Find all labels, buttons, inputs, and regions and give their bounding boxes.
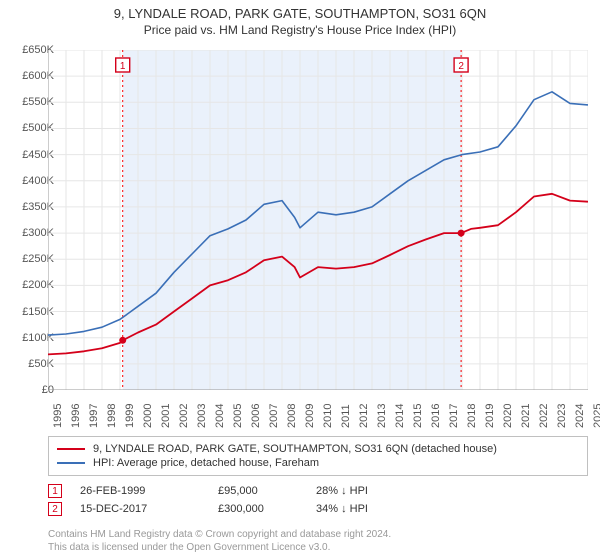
x-tick-label: 2015 bbox=[412, 404, 424, 428]
x-tick-label: 2017 bbox=[448, 404, 460, 428]
x-tick-label: 2004 bbox=[214, 404, 226, 428]
legend-row-property: 9, LYNDALE ROAD, PARK GATE, SOUTHAMPTON,… bbox=[57, 443, 579, 455]
sale-marker-2: 2 bbox=[48, 502, 62, 516]
attribution-line-1: Contains HM Land Registry data © Crown c… bbox=[48, 528, 588, 541]
x-tick-label: 2011 bbox=[340, 404, 352, 428]
x-tick-label: 2012 bbox=[358, 404, 370, 428]
chart-svg: 12 bbox=[48, 50, 588, 390]
attribution: Contains HM Land Registry data © Crown c… bbox=[48, 528, 588, 554]
x-tick-label: 2021 bbox=[520, 404, 532, 428]
x-tick-label: 2023 bbox=[556, 404, 568, 428]
x-tick-label: 2005 bbox=[232, 404, 244, 428]
x-tick-label: 1999 bbox=[124, 404, 136, 428]
sale-row-1: 1 26-FEB-1999 £95,000 28% ↓ HPI bbox=[48, 484, 588, 498]
sale-row-2: 2 15-DEC-2017 £300,000 34% ↓ HPI bbox=[48, 502, 588, 516]
legend-row-hpi: HPI: Average price, detached house, Fare… bbox=[57, 457, 579, 469]
title-block: 9, LYNDALE ROAD, PARK GATE, SOUTHAMPTON,… bbox=[0, 0, 600, 37]
legend-label-property: 9, LYNDALE ROAD, PARK GATE, SOUTHAMPTON,… bbox=[93, 443, 497, 455]
legend-swatch-hpi bbox=[57, 462, 85, 464]
x-tick-label: 2009 bbox=[304, 404, 316, 428]
x-tick-label: 2010 bbox=[322, 404, 334, 428]
x-tick-label: 1997 bbox=[88, 404, 100, 428]
x-tick-label: 2001 bbox=[160, 404, 172, 428]
attribution-line-2: This data is licensed under the Open Gov… bbox=[48, 541, 588, 554]
x-tick-label: 2013 bbox=[376, 404, 388, 428]
x-tick-label: 2006 bbox=[250, 404, 262, 428]
x-tick-label: 2008 bbox=[286, 404, 298, 428]
x-tick-label: 2003 bbox=[196, 404, 208, 428]
chart-area: 12 bbox=[48, 50, 588, 390]
x-tick-label: 2014 bbox=[394, 404, 406, 428]
sales-table: 1 26-FEB-1999 £95,000 28% ↓ HPI 2 15-DEC… bbox=[48, 480, 588, 520]
x-tick-label: 2024 bbox=[574, 404, 586, 428]
legend-box: 9, LYNDALE ROAD, PARK GATE, SOUTHAMPTON,… bbox=[48, 436, 588, 476]
sale-price-1: £95,000 bbox=[218, 485, 298, 497]
x-tick-label: 2025 bbox=[592, 404, 600, 428]
sale-marker-1: 1 bbox=[48, 484, 62, 498]
sale-delta-1: 28% ↓ HPI bbox=[316, 485, 436, 497]
sale-delta-2: 34% ↓ HPI bbox=[316, 503, 436, 515]
x-tick-label: 2019 bbox=[484, 404, 496, 428]
x-tick-label: 2020 bbox=[502, 404, 514, 428]
sale-date-1: 26-FEB-1999 bbox=[80, 485, 200, 497]
x-tick-label: 2002 bbox=[178, 404, 190, 428]
x-tick-label: 2000 bbox=[142, 404, 154, 428]
title-main: 9, LYNDALE ROAD, PARK GATE, SOUTHAMPTON,… bbox=[0, 6, 600, 21]
svg-text:1: 1 bbox=[120, 61, 126, 72]
x-tick-label: 1998 bbox=[106, 404, 118, 428]
x-tick-label: 1995 bbox=[52, 404, 64, 428]
legend-swatch-property bbox=[57, 448, 85, 450]
x-tick-label: 2016 bbox=[430, 404, 442, 428]
sale-date-2: 15-DEC-2017 bbox=[80, 503, 200, 515]
x-tick-label: 1996 bbox=[70, 404, 82, 428]
chart-container: 9, LYNDALE ROAD, PARK GATE, SOUTHAMPTON,… bbox=[0, 0, 600, 560]
x-tick-label: 2022 bbox=[538, 404, 550, 428]
x-tick-label: 2007 bbox=[268, 404, 280, 428]
title-sub: Price paid vs. HM Land Registry's House … bbox=[0, 23, 600, 37]
sale-price-2: £300,000 bbox=[218, 503, 298, 515]
x-tick-label: 2018 bbox=[466, 404, 478, 428]
x-axis-ticks: 1995 1996 1997 1998 1999 2000 2001 2002 2003 2004… bbox=[48, 392, 588, 432]
svg-text:2: 2 bbox=[458, 61, 464, 72]
legend-label-hpi: HPI: Average price, detached house, Fare… bbox=[93, 457, 319, 469]
